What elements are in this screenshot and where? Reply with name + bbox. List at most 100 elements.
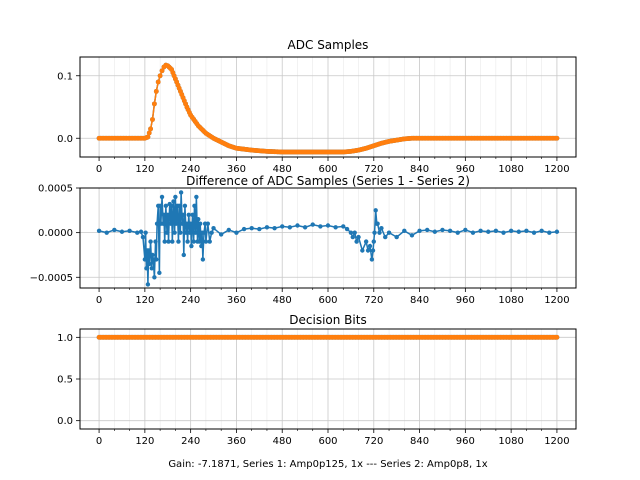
x-tick-label: 240 — [181, 164, 200, 175]
data-point — [188, 221, 193, 226]
data-point — [369, 257, 375, 262]
data-point — [493, 228, 499, 234]
data-point — [402, 228, 407, 234]
data-point — [173, 221, 179, 226]
data-point — [168, 221, 174, 226]
data-point — [447, 228, 453, 234]
data-point — [197, 221, 203, 226]
data-point — [152, 101, 157, 107]
data-point — [185, 239, 190, 244]
data-point — [280, 224, 285, 229]
x-tick-label: 480 — [273, 295, 292, 306]
data-point — [154, 221, 160, 226]
data-point — [177, 203, 182, 209]
chart-title: Decision Bits — [289, 313, 366, 327]
data-point — [127, 228, 132, 234]
marks-decision-bits — [96, 334, 560, 340]
data-point — [302, 225, 308, 230]
data-point — [148, 126, 153, 132]
data-point — [257, 226, 262, 232]
marks-adc-samples — [96, 62, 560, 155]
data-point — [394, 234, 399, 240]
data-point — [354, 239, 359, 244]
x-tick-label: 960 — [456, 164, 475, 175]
data-point — [200, 257, 206, 262]
data-point — [183, 230, 189, 235]
data-point — [152, 275, 157, 280]
data-point — [149, 266, 154, 271]
data-point — [143, 230, 148, 235]
x-tick-label: 1200 — [544, 164, 569, 175]
data-point — [178, 190, 184, 195]
data-point — [161, 212, 167, 217]
data-point — [501, 230, 506, 235]
data-point — [352, 230, 357, 235]
data-point — [409, 233, 415, 238]
data-point — [138, 229, 144, 234]
data-point — [169, 203, 174, 209]
y-tick-label: 0.0 — [57, 416, 73, 427]
data-point — [146, 130, 152, 136]
data-point — [159, 68, 165, 74]
data-point — [173, 194, 178, 200]
data-point — [153, 239, 158, 244]
data-point — [145, 134, 151, 140]
xticks-adc-samples: 0 120 240 360 480 600 720 840 960 1080 1200 — [96, 157, 570, 175]
data-point — [151, 257, 156, 262]
panel-decision-bits: 0 120 240 360 480 600 720 840 960 1080 1200 0.0 0.5… — [57, 313, 577, 470]
x-tick-label: 360 — [227, 295, 246, 306]
data-point — [178, 230, 183, 235]
data-point — [524, 228, 529, 234]
data-point — [150, 117, 155, 122]
data-point — [341, 224, 346, 229]
data-point — [348, 230, 354, 235]
data-point — [187, 230, 193, 235]
data-point — [554, 334, 560, 340]
data-point — [150, 252, 155, 258]
data-point — [182, 203, 188, 209]
x-tick-label: 840 — [410, 295, 429, 306]
yticks-decision-bits: 0.0 0.5 1.0 — [57, 333, 80, 427]
data-point — [547, 230, 552, 235]
data-point — [272, 225, 277, 231]
x-tick-label: 0 — [96, 164, 102, 175]
data-point — [539, 228, 544, 234]
data-point — [486, 229, 491, 234]
x-tick-label: 720 — [364, 436, 383, 447]
data-point — [170, 239, 175, 244]
data-point — [203, 239, 209, 244]
data-point — [350, 234, 355, 240]
data-point — [119, 229, 125, 234]
data-point — [180, 212, 186, 217]
data-point — [157, 203, 163, 209]
data-point — [234, 230, 239, 235]
data-point — [365, 248, 371, 253]
x-tick-label: 120 — [135, 295, 154, 306]
data-point — [508, 228, 514, 234]
x-tick-label: 840 — [410, 164, 429, 175]
panel-adc-samples: 0 120 240 360 480 600 720 840 960 1080 1200 0.0 0.1… — [57, 38, 577, 175]
data-point — [146, 248, 151, 253]
x-tick-label: 600 — [318, 295, 337, 306]
x-axis-label: Gain: -7.1871, Series 1: Amp0p125, 1x --… — [168, 459, 487, 470]
data-point — [155, 79, 161, 85]
data-point — [218, 232, 224, 237]
data-point — [176, 239, 181, 244]
data-point — [166, 239, 171, 244]
data-point — [140, 234, 146, 240]
data-point — [209, 230, 214, 235]
data-point — [516, 229, 521, 234]
xticks-decision-bits: 0 120 240 360 480 600 720 840 960 1080 1200 — [96, 429, 570, 447]
data-point — [190, 212, 195, 217]
x-tick-label: 720 — [364, 295, 383, 306]
x-tick-label: 1080 — [498, 164, 523, 175]
data-point — [205, 221, 211, 226]
x-tick-label: 600 — [318, 164, 337, 175]
x-tick-label: 840 — [410, 436, 429, 447]
data-point — [211, 225, 216, 231]
data-point — [148, 239, 153, 244]
data-point — [554, 229, 560, 234]
data-point — [463, 227, 468, 233]
data-point — [295, 223, 300, 228]
